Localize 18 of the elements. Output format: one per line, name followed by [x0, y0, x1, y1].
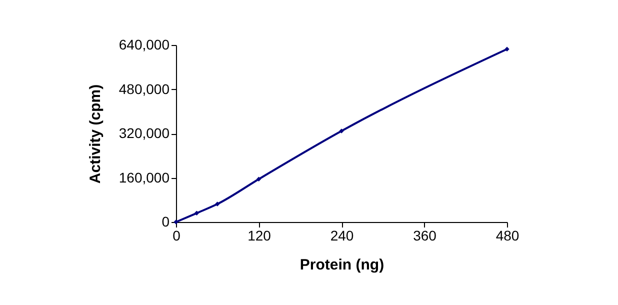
point [174, 220, 178, 224]
x-tick-label: 240 [330, 228, 354, 244]
y-tick-label: 640,000 [118, 36, 170, 52]
y-tick-label: 480,000 [118, 80, 170, 97]
x-tick-label: 360 [413, 228, 437, 244]
y-tick-label: 160,000 [118, 169, 170, 186]
y-tick-label: 320,000 [118, 125, 170, 141]
x-tick-label: 480 [496, 228, 520, 244]
x-tick-label: 0 [172, 228, 181, 244]
point [504, 46, 510, 52]
y-tick-label: 0 [162, 214, 170, 230]
y-axis-title: Activity (cpm) [86, 84, 104, 184]
point [194, 210, 200, 216]
point [339, 128, 344, 134]
point [256, 176, 262, 182]
x-tick-label: 120 [248, 228, 272, 244]
x-axis-title: Protein (ng) [300, 256, 384, 274]
point [215, 202, 220, 206]
